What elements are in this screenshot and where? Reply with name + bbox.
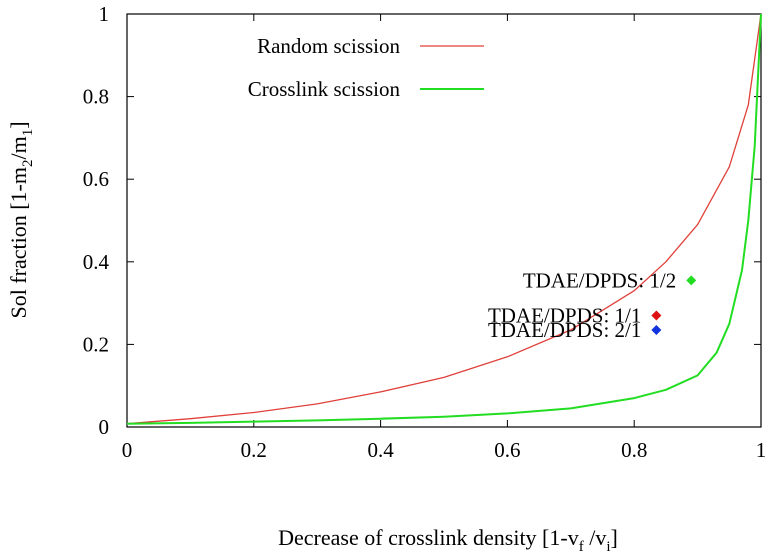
x-tick-label: 0.8 (621, 438, 647, 462)
y-tick-label: 0.4 (83, 250, 110, 274)
series-line-crosslink-scission (126, 13, 762, 425)
x-tick-label: 0.2 (241, 438, 267, 462)
marker-label-3: TDAE/DPDS: 2/1 (488, 318, 641, 342)
series-layer (126, 13, 762, 425)
marker-point-2 (651, 310, 662, 321)
plot-area: 0 0.2 0.4 0.6 0.8 1 0 0.2 0.4 0.6 0.8 1 (83, 2, 767, 462)
y-tick-label: 1 (99, 2, 110, 26)
y-tick-label: 0 (99, 415, 110, 439)
marker-point-3 (651, 324, 662, 335)
marker-label-2: TDAE/DPDS: 1/1 (488, 303, 641, 327)
y-tick-label: 0.2 (83, 332, 109, 356)
legend: Random scission Crosslink scission (248, 34, 484, 101)
x-axis-label: Decrease of crosslink density [1-vf /vi] (278, 525, 618, 555)
legend-label-2: Crosslink scission (248, 77, 401, 101)
y-tick-label: 0.6 (83, 167, 109, 191)
x-tick-label: 1 (756, 438, 767, 462)
marker-label-1: TDAE/DPDS: 1/2 (523, 268, 676, 292)
marker-point-1 (686, 275, 697, 286)
y-axis-label: Sol fraction [1-m2/m1] (6, 121, 36, 318)
x-tick-label: 0 (122, 438, 133, 462)
x-tick-label: 0.6 (494, 438, 520, 462)
legend-label-1: Random scission (257, 34, 400, 58)
series-line-random-scission (126, 13, 762, 425)
x-tick-label: 0.4 (367, 438, 394, 462)
y-tick-label: 0.8 (83, 85, 109, 109)
plot-frame (126, 13, 762, 428)
